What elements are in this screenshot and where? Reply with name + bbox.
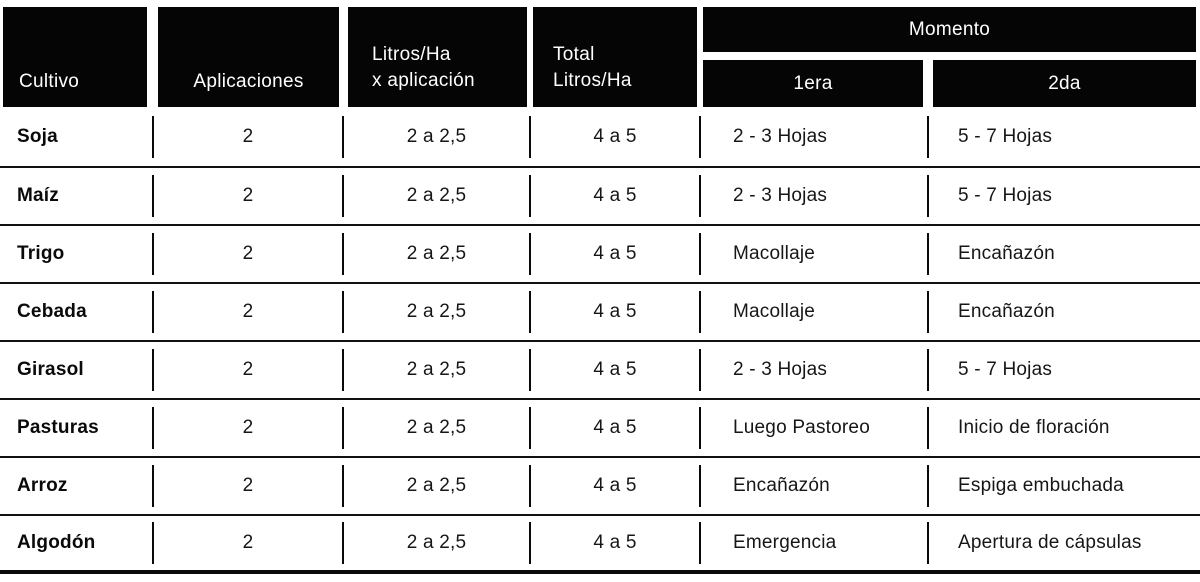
table-row-soja: Soja 2 2 a 2,5 4 a 5 2 - 3 Hojas 5 - 7 H… [0,107,1200,168]
cell-momento-1era: 2 - 3 Hojas [700,342,928,398]
cell-total: 4 a 5 [530,107,700,166]
cell-litros: 2 a 2,5 [343,284,530,340]
cell-total: 4 a 5 [530,168,700,224]
cell-momento-2da: Espiga embuchada [928,458,1200,514]
cell-momento-1era: 2 - 3 Hojas [700,107,928,166]
cell-momento-1era: Macollaje [700,226,928,282]
header-total-line2: Litros/Ha [553,70,632,92]
cell-momento-2da: 5 - 7 Hojas [928,342,1200,398]
cell-momento-1era: Encañazón [700,458,928,514]
cell-momento-1era: Emergencia [700,516,928,570]
header-litros-line2: x aplicación [372,70,475,92]
cell-total: 4 a 5 [530,516,700,570]
cell-cultivo: Pasturas [17,417,99,438]
header-momento-2da: 2da [933,60,1196,107]
cell-momento-1era: 2 - 3 Hojas [700,168,928,224]
table-row-trigo: Trigo 2 2 a 2,5 4 a 5 Macollaje Encañazó… [0,226,1200,284]
cell-aplicaciones: 2 [153,458,343,514]
cell-cultivo: Girasol [17,359,84,380]
cell-aplicaciones: 2 [153,168,343,224]
cell-total: 4 a 5 [530,458,700,514]
header-litros-ha: Litros/Ha x aplicación [348,7,527,107]
cell-cultivo: Cebada [17,301,87,322]
cell-cultivo: Trigo [17,243,65,264]
table-header: Cultivo Aplicaciones Litros/Ha x aplicac… [0,0,1200,107]
table-row-arroz: Arroz 2 2 a 2,5 4 a 5 Encañazón Espiga e… [0,458,1200,516]
cell-litros: 2 a 2,5 [343,342,530,398]
header-momento-subcolumns: 1era 2da [703,60,1196,107]
cell-momento-2da: 5 - 7 Hojas [928,168,1200,224]
cell-litros: 2 a 2,5 [343,168,530,224]
header-cultivo-label: Cultivo [19,71,80,92]
table-row-girasol: Girasol 2 2 a 2,5 4 a 5 2 - 3 Hojas 5 - … [0,342,1200,400]
cell-total: 4 a 5 [530,342,700,398]
cell-aplicaciones: 2 [153,516,343,570]
cell-litros: 2 a 2,5 [343,400,530,456]
header-1era-label: 1era [793,72,833,94]
cell-momento-2da: Encañazón [928,226,1200,282]
cell-total: 4 a 5 [530,400,700,456]
table-bottom-rule [0,570,1200,574]
header-litros-line1: Litros/Ha [372,43,451,65]
table-body: Soja 2 2 a 2,5 4 a 5 2 - 3 Hojas 5 - 7 H… [0,107,1200,570]
table-row-algodon: Algodón 2 2 a 2,5 4 a 5 Emergencia Apert… [0,516,1200,570]
header-momento-label: Momento [908,18,991,40]
cell-aplicaciones: 2 [153,342,343,398]
table-row-cebada: Cebada 2 2 a 2,5 4 a 5 Macollaje Encañaz… [0,284,1200,342]
header-cultivo: Cultivo [3,7,147,107]
cell-cultivo: Arroz [17,475,68,496]
table-row-maiz: Maíz 2 2 a 2,5 4 a 5 2 - 3 Hojas 5 - 7 H… [0,168,1200,226]
table-row-pasturas: Pasturas 2 2 a 2,5 4 a 5 Luego Pastoreo … [0,400,1200,458]
cell-cultivo: Maíz [17,185,59,206]
cell-momento-2da: 5 - 7 Hojas [928,107,1200,166]
cell-momento-1era: Luego Pastoreo [700,400,928,456]
cell-cultivo: Soja [17,125,58,147]
cell-aplicaciones: 2 [153,284,343,340]
cell-aplicaciones: 2 [153,400,343,456]
cell-momento-2da: Inicio de floración [928,400,1200,456]
cell-total: 4 a 5 [530,284,700,340]
cell-litros: 2 a 2,5 [343,458,530,514]
header-2da-label: 2da [1048,72,1081,94]
header-total-line1: Total [553,43,595,65]
header-momento: Momento [703,7,1196,52]
header-total-litros: Total Litros/Ha [533,7,697,107]
cell-aplicaciones: 2 [153,226,343,282]
header-aplicaciones-label: Aplicaciones [193,71,304,92]
header-momento-group: Momento 1era 2da [703,7,1196,107]
cell-momento-2da: Apertura de cápsulas [928,516,1200,570]
cell-momento-1era: Macollaje [700,284,928,340]
cell-litros: 2 a 2,5 [343,226,530,282]
cell-litros: 2 a 2,5 [343,516,530,570]
cell-cultivo: Algodón [17,532,96,553]
cell-total: 4 a 5 [530,226,700,282]
header-aplicaciones: Aplicaciones [158,7,339,107]
cell-litros: 2 a 2,5 [343,107,530,166]
header-momento-1era: 1era [703,60,923,107]
cell-momento-2da: Encañazón [928,284,1200,340]
cell-aplicaciones: 2 [153,107,343,166]
